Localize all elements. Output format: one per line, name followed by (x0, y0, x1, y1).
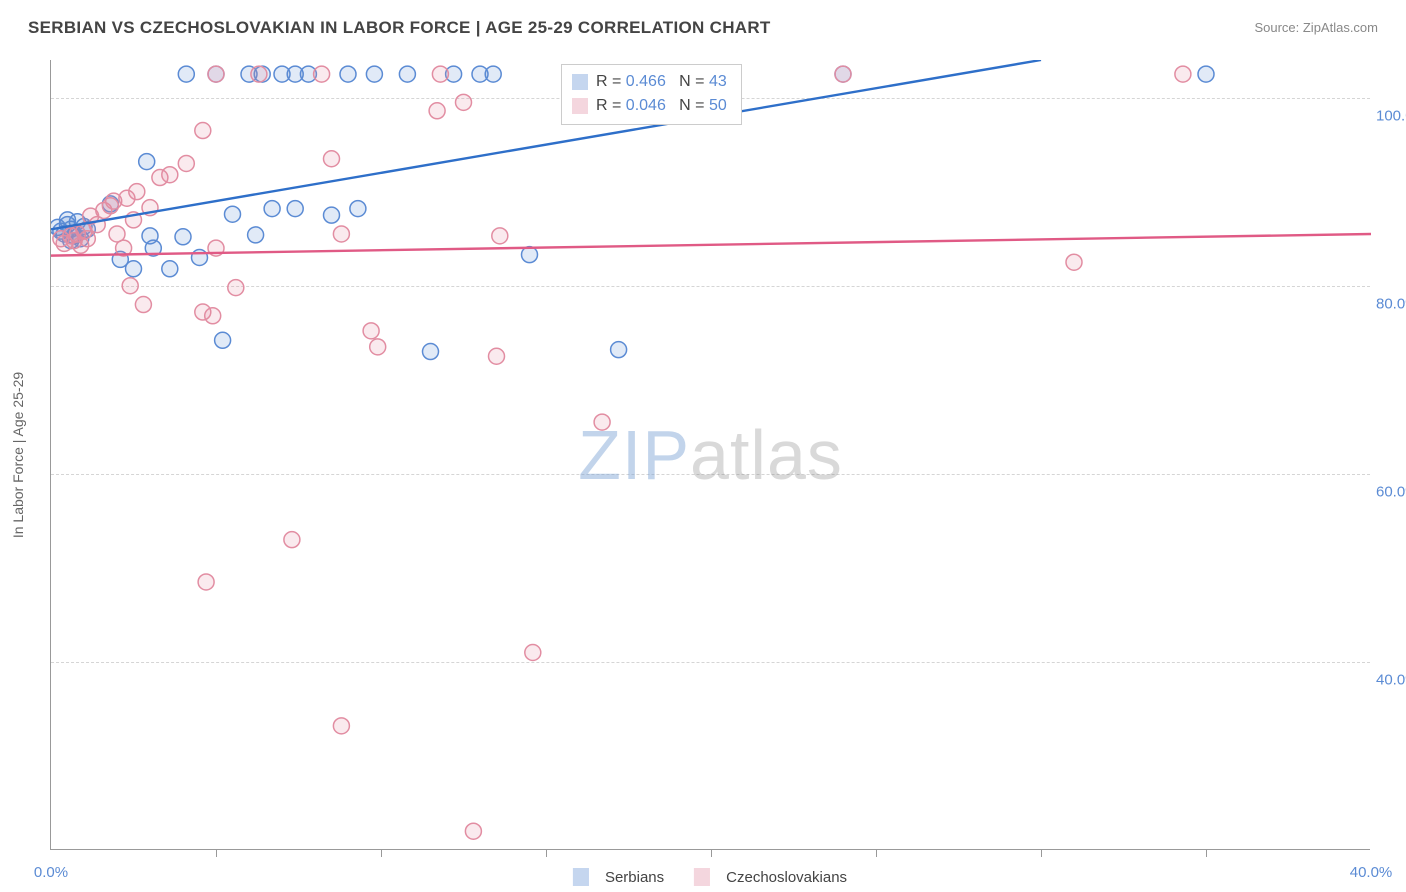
scatter-point (284, 532, 300, 548)
plot-container: ZIPatlas R = 0.466 N = 43R = 0.046 N = 5… (50, 60, 1370, 850)
series-legend-item: Serbians (573, 868, 664, 886)
scatter-point (333, 718, 349, 734)
legend-swatch (573, 868, 589, 886)
scatter-point (122, 278, 138, 294)
y-tick-label: 80.0% (1376, 295, 1406, 312)
scatter-point (139, 154, 155, 170)
scatter-point (363, 323, 379, 339)
scatter-point (350, 201, 366, 217)
scatter-point (366, 66, 382, 82)
scatter-point (135, 297, 151, 313)
x-tick (1206, 849, 1207, 857)
stats-legend-row: R = 0.466 N = 43 (572, 70, 727, 94)
scatter-point (208, 66, 224, 82)
scatter-point (432, 66, 448, 82)
scatter-point (333, 226, 349, 242)
scatter-point (287, 201, 303, 217)
stats-legend-row: R = 0.046 N = 50 (572, 94, 727, 118)
scatter-point (205, 308, 221, 324)
scatter-point (175, 229, 191, 245)
scatter-point (79, 231, 95, 247)
scatter-point (264, 201, 280, 217)
legend-swatch (572, 74, 588, 90)
x-tick-label: 40.0% (1350, 864, 1393, 881)
stats-legend-text: R = 0.046 N = 50 (596, 94, 727, 118)
series-legend-item: Czechoslovakians (694, 868, 847, 886)
y-tick-label: 40.0% (1376, 671, 1406, 688)
x-tick (546, 849, 547, 857)
scatter-point (594, 414, 610, 430)
scatter-point (129, 184, 145, 200)
series-legend: Serbians Czechoslovakians (573, 868, 847, 886)
x-tick (1041, 849, 1042, 857)
scatter-point (835, 66, 851, 82)
stats-legend-text: R = 0.466 N = 43 (596, 70, 727, 94)
x-tick (876, 849, 877, 857)
legend-swatch (694, 868, 710, 886)
scatter-point (215, 332, 231, 348)
scatter-point (314, 66, 330, 82)
scatter-point (492, 228, 508, 244)
scatter-point (340, 66, 356, 82)
scatter-point (324, 207, 340, 223)
scatter-point (248, 227, 264, 243)
scatter-point (1066, 254, 1082, 270)
y-tick-label: 100.0% (1376, 107, 1406, 124)
x-tick (711, 849, 712, 857)
scatter-point (525, 645, 541, 661)
scatter-point (1175, 66, 1191, 82)
scatter-point (370, 339, 386, 355)
source-attribution: Source: ZipAtlas.com (1254, 20, 1378, 35)
scatter-point (429, 103, 445, 119)
scatter-point (162, 167, 178, 183)
legend-swatch (572, 98, 588, 114)
y-axis-label: In Labor Force | Age 25-29 (10, 372, 26, 538)
source-label: Source: (1254, 20, 1302, 35)
series-legend-label: Serbians (605, 869, 664, 886)
scatter-point (324, 151, 340, 167)
scatter-point (423, 344, 439, 360)
scatter-point (195, 123, 211, 139)
scatter-point (465, 823, 481, 839)
scatter-svg (51, 60, 1371, 850)
scatter-point (485, 66, 501, 82)
scatter-point (178, 155, 194, 171)
scatter-point (228, 280, 244, 296)
scatter-point (611, 342, 627, 358)
scatter-point (522, 247, 538, 263)
trend-line (51, 60, 1041, 229)
scatter-point (251, 66, 267, 82)
scatter-point (489, 348, 505, 364)
plot-area: ZIPatlas R = 0.466 N = 43R = 0.046 N = 5… (50, 60, 1370, 850)
x-tick (381, 849, 382, 857)
x-tick (216, 849, 217, 857)
scatter-point (198, 574, 214, 590)
stats-legend: R = 0.466 N = 43R = 0.046 N = 50 (561, 64, 742, 125)
x-tick-label: 0.0% (34, 864, 68, 881)
series-legend-label: Czechoslovakians (726, 869, 847, 886)
y-tick-label: 60.0% (1376, 483, 1406, 500)
source-name: ZipAtlas.com (1303, 20, 1378, 35)
scatter-point (178, 66, 194, 82)
scatter-point (225, 206, 241, 222)
scatter-point (456, 94, 472, 110)
scatter-point (162, 261, 178, 277)
chart-title: SERBIAN VS CZECHOSLOVAKIAN IN LABOR FORC… (28, 18, 771, 38)
scatter-point (126, 261, 142, 277)
scatter-point (1198, 66, 1214, 82)
scatter-point (399, 66, 415, 82)
